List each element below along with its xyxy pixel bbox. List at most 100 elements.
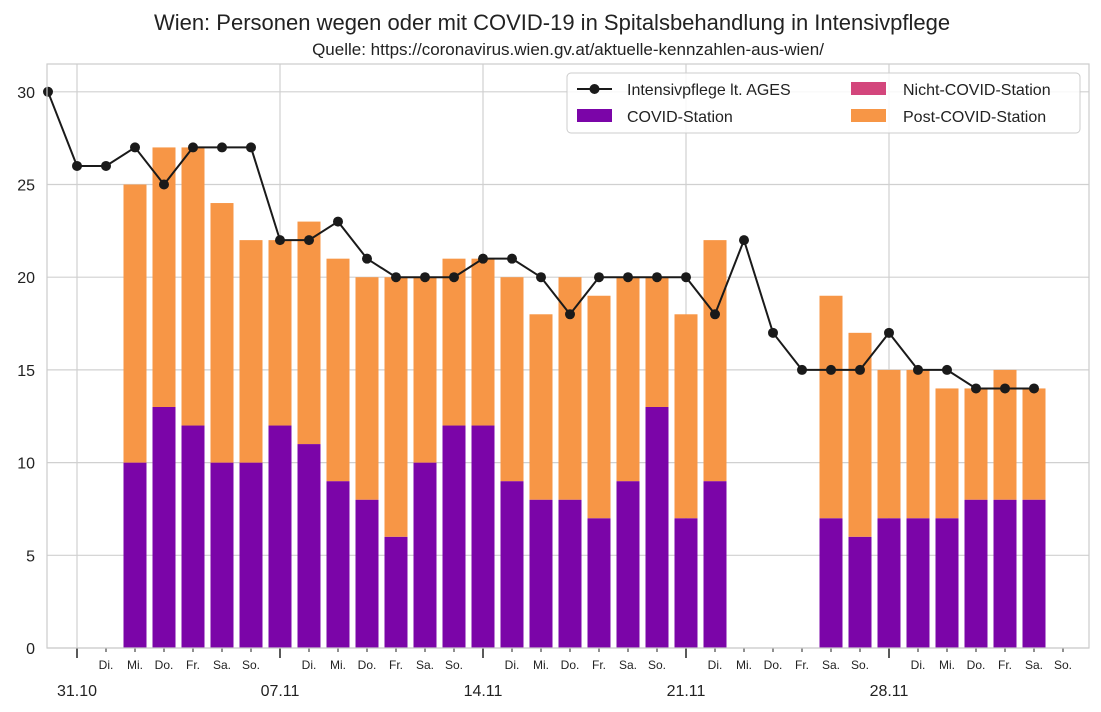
bar-covid-station: [906, 518, 930, 648]
x-minor-label: Fr.: [592, 658, 606, 672]
y-tick-label: 5: [26, 548, 35, 565]
bar-post-covid-station: [384, 277, 408, 537]
bar-covid-station: [819, 518, 843, 648]
bar-covid-station: [529, 499, 553, 648]
x-minor-label: Di.: [708, 658, 723, 672]
ages-line-point: [797, 364, 807, 375]
y-tick-label: 0: [26, 641, 35, 658]
bar-covid-station: [964, 499, 988, 648]
bar-post-covid-station: [500, 277, 524, 482]
bars: [123, 147, 1046, 648]
chart-title: Wien: Personen wegen oder mit COVID-19 i…: [154, 10, 950, 35]
bar-post-covid-station: [935, 388, 959, 519]
bar-post-covid-station: [906, 369, 930, 519]
ages-line-point: [710, 309, 720, 320]
legend-label-covid: COVID-Station: [627, 109, 733, 126]
bar-covid-station: [384, 536, 408, 648]
bar-post-covid-station: [355, 277, 379, 500]
bar-covid-station: [1022, 499, 1046, 648]
legend-label-nicht-covid: Nicht-COVID-Station: [903, 82, 1051, 99]
bar-post-covid-station: [529, 314, 553, 500]
bar-covid-station: [616, 481, 640, 648]
bar-post-covid-station: [674, 314, 698, 519]
legend-swatch-post-covid: [851, 109, 886, 122]
ages-line-point: [43, 86, 53, 97]
ages-line-point: [855, 364, 865, 375]
ages-line-point: [304, 235, 314, 246]
ages-line-point: [420, 272, 430, 283]
bar-post-covid-station: [703, 240, 727, 482]
x-major-label: 21.11: [667, 683, 706, 700]
x-minor-label: Do.: [561, 658, 580, 672]
bar-post-covid-station: [210, 203, 234, 463]
x-major-label: 31.10: [57, 683, 97, 700]
x-minor-label: Di.: [99, 658, 114, 672]
ages-line-point: [101, 160, 111, 171]
bar-post-covid-station: [442, 258, 466, 426]
bar-covid-station: [442, 425, 466, 648]
x-minor-label: Sa.: [619, 658, 637, 672]
bar-post-covid-station: [152, 147, 176, 407]
bar-post-covid-station: [268, 240, 292, 426]
ages-line-point: [739, 235, 749, 246]
bar-post-covid-station: [616, 277, 640, 482]
y-tick-label: 20: [17, 270, 35, 287]
x-minor-label: Mi.: [330, 658, 346, 672]
y-tick-label: 15: [17, 363, 35, 380]
bar-post-covid-station: [326, 258, 350, 482]
bar-covid-station: [413, 462, 437, 648]
ages-line-point: [507, 253, 517, 264]
bar-post-covid-station: [848, 332, 872, 537]
bar-covid-station: [123, 462, 147, 648]
x-minor-label: Di.: [505, 658, 520, 672]
ages-line-point: [1029, 383, 1039, 394]
ages-line-point: [449, 272, 459, 283]
x-minor-label: Fr.: [389, 658, 403, 672]
bar-covid-station: [181, 425, 205, 648]
bar-covid-station: [210, 462, 234, 648]
bar-post-covid-station: [471, 258, 495, 426]
x-minor-label: Fr.: [795, 658, 809, 672]
bar-covid-station: [587, 518, 611, 648]
bar-covid-station: [500, 481, 524, 648]
ages-line-point: [217, 142, 227, 153]
ages-line-point: [768, 327, 778, 338]
ages-line-point: [594, 272, 604, 283]
x-minor-label: Di.: [911, 658, 926, 672]
x-minor-label: Mi.: [533, 658, 549, 672]
x-minor-label: Mi.: [127, 658, 143, 672]
x-major-label: 07.11: [261, 683, 300, 700]
x-minor-label: Sa.: [213, 658, 231, 672]
ages-line-point: [913, 364, 923, 375]
bar-post-covid-station: [123, 184, 147, 463]
bar-covid-station: [993, 499, 1017, 648]
bar-covid-station: [674, 518, 698, 648]
ages-line-point: [130, 142, 140, 153]
x-minor-label: Do.: [967, 658, 986, 672]
x-minor-label: Do.: [155, 658, 174, 672]
ages-line-point: [362, 253, 372, 264]
bar-post-covid-station: [558, 277, 582, 500]
bar-covid-station: [877, 518, 901, 648]
bar-post-covid-station: [587, 295, 611, 519]
y-tick-label: 10: [17, 456, 35, 473]
bar-covid-station: [848, 536, 872, 648]
x-minor-label: Do.: [358, 658, 377, 672]
x-minor-label: Di.: [302, 658, 317, 672]
ages-line-point: [159, 179, 169, 190]
bar-post-covid-station: [993, 369, 1017, 500]
ages-line-point: [1000, 383, 1010, 394]
x-minor-label: Mi.: [939, 658, 955, 672]
bar-covid-station: [471, 425, 495, 648]
x-minor-label: Fr.: [186, 658, 200, 672]
ages-line-point: [246, 142, 256, 153]
x-minor-label: So.: [851, 658, 869, 672]
ages-line-point: [971, 383, 981, 394]
ages-line-point: [884, 327, 894, 338]
x-minor-label: So.: [445, 658, 463, 672]
x-minor-label: Sa.: [1025, 658, 1043, 672]
bar-covid-station: [326, 481, 350, 648]
x-minor-label: So.: [648, 658, 666, 672]
x-minor-label: Sa.: [416, 658, 434, 672]
ages-line-point: [478, 253, 488, 264]
